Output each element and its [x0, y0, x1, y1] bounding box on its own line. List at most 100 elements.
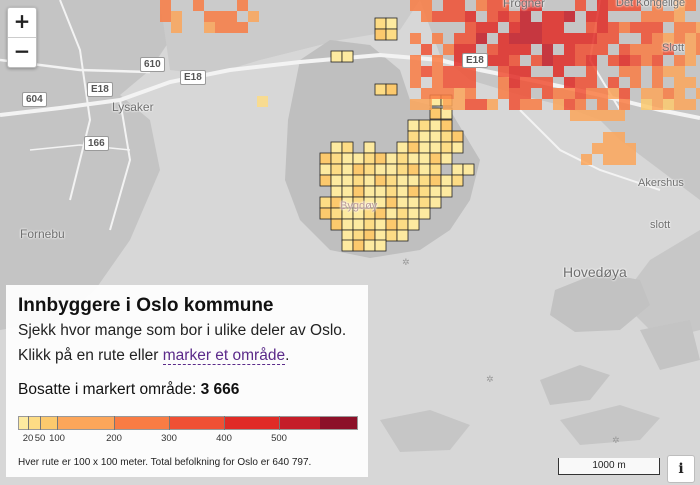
- population-cell[interactable]: [342, 219, 353, 230]
- population-cell[interactable]: [614, 132, 625, 143]
- population-cell[interactable]: [575, 0, 586, 11]
- population-cell[interactable]: [509, 66, 520, 77]
- population-cell[interactable]: [674, 66, 685, 77]
- population-cell[interactable]: [553, 99, 564, 110]
- population-cell[interactable]: [430, 153, 441, 164]
- population-cell[interactable]: [553, 11, 564, 22]
- population-cell[interactable]: [430, 120, 441, 131]
- population-cell[interactable]: [386, 153, 397, 164]
- population-cell[interactable]: [564, 77, 575, 88]
- population-cell[interactable]: [443, 99, 454, 110]
- population-cell[interactable]: [441, 142, 452, 153]
- population-cell[interactable]: [364, 219, 375, 230]
- population-cell[interactable]: [397, 186, 408, 197]
- population-cell[interactable]: [331, 153, 342, 164]
- population-cell[interactable]: [397, 197, 408, 208]
- population-cell[interactable]: [386, 164, 397, 175]
- population-cell[interactable]: [498, 77, 509, 88]
- population-cell[interactable]: [509, 33, 520, 44]
- population-cell[interactable]: [685, 44, 696, 55]
- population-cell[interactable]: [641, 88, 652, 99]
- population-cell[interactable]: [204, 11, 215, 22]
- population-cell[interactable]: [586, 88, 597, 99]
- population-cell[interactable]: [454, 0, 465, 11]
- population-cell[interactable]: [520, 77, 531, 88]
- population-cell[interactable]: [674, 99, 685, 110]
- population-cell[interactable]: [663, 66, 674, 77]
- population-cell[interactable]: [331, 142, 342, 153]
- population-cell[interactable]: [586, 66, 597, 77]
- population-cell[interactable]: [419, 186, 430, 197]
- population-cell[interactable]: [542, 22, 553, 33]
- population-cell[interactable]: [520, 11, 531, 22]
- population-cell[interactable]: [331, 164, 342, 175]
- population-cell[interactable]: [452, 131, 463, 142]
- population-cell[interactable]: [553, 55, 564, 66]
- population-cell[interactable]: [408, 164, 419, 175]
- population-cell[interactable]: [586, 33, 597, 44]
- population-cell[interactable]: [487, 44, 498, 55]
- population-cell[interactable]: [553, 88, 564, 99]
- population-cell[interactable]: [419, 164, 430, 175]
- zoom-out-button[interactable]: −: [8, 37, 36, 67]
- population-cell[interactable]: [641, 22, 652, 33]
- population-cell[interactable]: [353, 186, 364, 197]
- population-cell[interactable]: [465, 99, 476, 110]
- population-cell[interactable]: [630, 66, 641, 77]
- population-cell[interactable]: [476, 0, 487, 11]
- population-cell[interactable]: [342, 240, 353, 251]
- population-cell[interactable]: [408, 197, 419, 208]
- population-cell[interactable]: [386, 18, 397, 29]
- population-cell[interactable]: [331, 175, 342, 186]
- population-cell[interactable]: [421, 66, 432, 77]
- population-cell[interactable]: [386, 230, 397, 241]
- population-cell[interactable]: [652, 77, 663, 88]
- population-cell[interactable]: [430, 142, 441, 153]
- population-cell[interactable]: [432, 11, 443, 22]
- population-cell[interactable]: [531, 22, 542, 33]
- population-cell[interactable]: [542, 77, 553, 88]
- population-cell[interactable]: [498, 66, 509, 77]
- population-cell[interactable]: [674, 11, 685, 22]
- population-cell[interactable]: [487, 0, 498, 11]
- population-cell[interactable]: [320, 164, 331, 175]
- population-cell[interactable]: [498, 44, 509, 55]
- population-cell[interactable]: [542, 44, 553, 55]
- population-cell[interactable]: [498, 88, 509, 99]
- population-cell[interactable]: [592, 110, 603, 121]
- population-cell[interactable]: [410, 99, 421, 110]
- population-cell[interactable]: [641, 99, 652, 110]
- population-cell[interactable]: [386, 29, 397, 40]
- population-cell[interactable]: [581, 154, 592, 165]
- population-cell[interactable]: [452, 164, 463, 175]
- population-cell[interactable]: [608, 55, 619, 66]
- population-cell[interactable]: [603, 110, 614, 121]
- population-cell[interactable]: [575, 44, 586, 55]
- population-cell[interactable]: [465, 33, 476, 44]
- population-cell[interactable]: [564, 99, 575, 110]
- population-cell[interactable]: [603, 154, 614, 165]
- population-cell[interactable]: [586, 22, 597, 33]
- population-cell[interactable]: [674, 77, 685, 88]
- population-cell[interactable]: [575, 99, 586, 110]
- population-cell[interactable]: [364, 186, 375, 197]
- population-cell[interactable]: [542, 88, 553, 99]
- population-cell[interactable]: [531, 33, 542, 44]
- population-cell[interactable]: [342, 175, 353, 186]
- population-cell[interactable]: [421, 44, 432, 55]
- population-cell[interactable]: [531, 77, 542, 88]
- population-cell[interactable]: [421, 99, 432, 110]
- population-cell[interactable]: [408, 153, 419, 164]
- population-cell[interactable]: [597, 88, 608, 99]
- population-cell[interactable]: [386, 84, 397, 95]
- population-cell[interactable]: [641, 55, 652, 66]
- population-cell[interactable]: [476, 22, 487, 33]
- population-cell[interactable]: [487, 99, 498, 110]
- population-cell[interactable]: [443, 88, 454, 99]
- population-cell[interactable]: [641, 44, 652, 55]
- population-cell[interactable]: [452, 175, 463, 186]
- population-cell[interactable]: [476, 33, 487, 44]
- population-cell[interactable]: [248, 11, 259, 22]
- population-cell[interactable]: [663, 88, 674, 99]
- population-cell[interactable]: [408, 142, 419, 153]
